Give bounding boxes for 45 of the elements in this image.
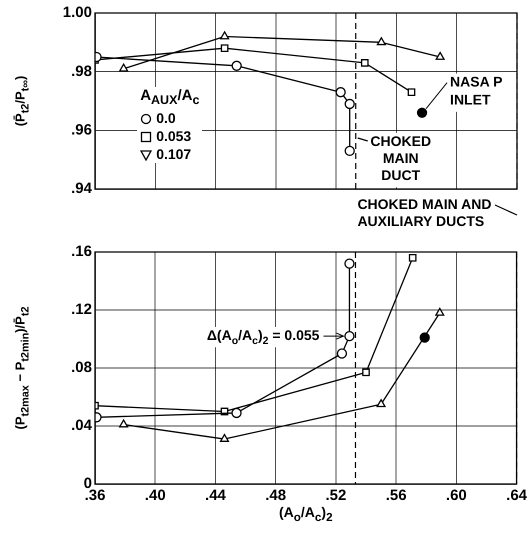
x-tick-label: .64 — [506, 487, 528, 504]
y-tick-label: .96 — [71, 121, 92, 138]
y-tick-label: .08 — [71, 359, 92, 376]
x-tick-label: .52 — [325, 487, 346, 504]
x-axis-title: (A$_{o}$/A$_{c}$)$_{2}$ — [279, 504, 333, 524]
legend-title: A$_{AUX}$/A$_{c}$ — [140, 86, 200, 109]
point — [408, 254, 417, 262]
point — [220, 44, 228, 52]
point — [119, 419, 128, 428]
legend-label: 0.053 — [156, 128, 192, 144]
point — [220, 31, 230, 40]
ref-line-label: CHOKED MAIN DUCT — [370, 132, 432, 183]
point — [344, 330, 355, 342]
point — [362, 368, 370, 376]
ref-line-label: CHOKED MAIN AND AUXILIARY DUCTS — [357, 196, 492, 229]
point — [344, 98, 355, 110]
point — [119, 64, 128, 72]
point — [376, 37, 386, 46]
y-tick-label: .04 — [71, 417, 93, 434]
point — [344, 146, 355, 156]
y-tick-label: .12 — [71, 301, 92, 318]
x-tick-label: .44 — [205, 487, 227, 504]
point — [231, 408, 242, 418]
annotation: NASA P INLET — [450, 74, 502, 108]
point — [408, 88, 416, 96]
x-tick-label: .48 — [265, 487, 286, 504]
point — [416, 108, 428, 118]
x-tick-label: .60 — [446, 487, 467, 504]
x-tick-label: .56 — [386, 487, 407, 504]
point — [436, 52, 445, 60]
y-tick-label: .94 — [71, 180, 93, 198]
point — [336, 87, 346, 98]
legend-label: 0.107 — [156, 146, 192, 162]
y-tick-label: .16 — [71, 243, 92, 260]
legend-label: 0.0 — [156, 110, 176, 126]
point — [336, 348, 348, 359]
point — [376, 399, 386, 408]
point — [435, 308, 444, 316]
y-tick-label: 1.00 — [62, 4, 92, 22]
point — [344, 258, 355, 269]
x-tick-label: .40 — [144, 487, 166, 504]
point — [360, 59, 369, 67]
point — [220, 434, 230, 442]
point — [232, 60, 242, 71]
y-tick-label: .98 — [71, 62, 92, 80]
